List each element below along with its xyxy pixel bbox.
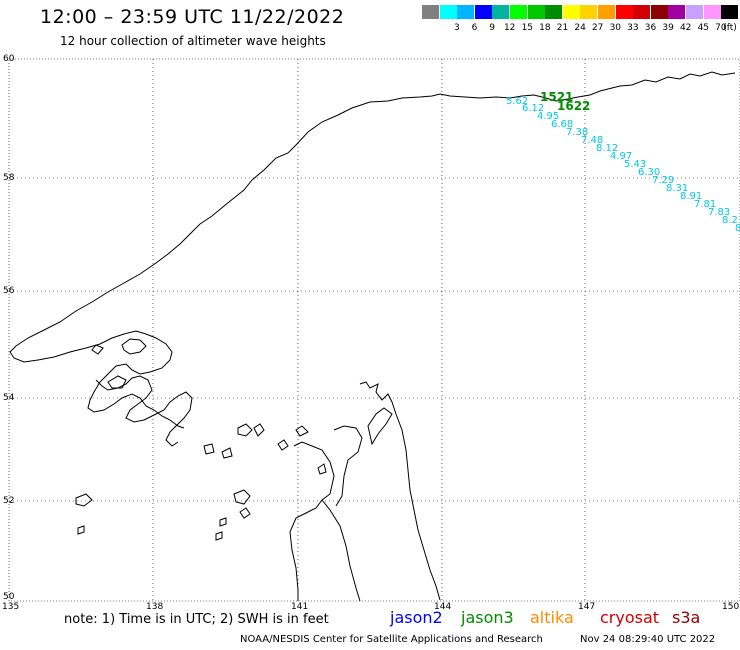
- altimeter-track-labels: 5.62 6.12 4.95 6.68 7.38 7.48 8.12 4.97 …: [506, 96, 740, 234]
- scale-swatch: [633, 5, 651, 19]
- wave-height-label: 8.31: [666, 183, 688, 194]
- scale-swatch: [545, 5, 563, 19]
- satellite-altika-label: altika: [530, 608, 574, 627]
- scale-tick-label: 24: [574, 23, 586, 33]
- scale-tick-label: 70: [715, 23, 727, 33]
- wave-height-label: 8: [735, 223, 740, 234]
- wave-height-label: 8.2: [722, 215, 738, 226]
- wave-height-label: 7.83: [708, 207, 730, 218]
- scale-swatch: [598, 5, 615, 19]
- scale-swatch: [615, 5, 633, 19]
- wave-height-label: 7.38: [566, 127, 588, 138]
- map-subtitle: 12 hour collection of altimeter wave hei…: [60, 34, 326, 48]
- lon-label-147: 147: [578, 602, 596, 612]
- wave-height-color-scale: 3 6 9 12 15 18 21 24 27 30 33 36 39 42 45 70 (ft): [422, 5, 740, 33]
- lat-label-54: 54: [3, 393, 15, 403]
- wave-height-label: 4.97: [610, 151, 632, 162]
- satellite-cryosat-label: cryosat: [600, 608, 660, 627]
- pass-time-label: 1521: [540, 90, 573, 104]
- lon-label-135: 135: [2, 602, 20, 612]
- wave-height-label: 5.43: [624, 159, 646, 170]
- lat-label-60: 60: [3, 54, 15, 64]
- wave-height-label: 8.91: [680, 191, 702, 202]
- scale-tick-label: 30: [609, 23, 622, 33]
- scale-tick-label: 27: [591, 23, 604, 33]
- scale-swatch: [721, 5, 739, 19]
- pass-time-markers: 1521 1622: [540, 90, 590, 113]
- scale-tick-label: 15: [521, 23, 534, 33]
- wave-height-label: 7.81: [694, 199, 716, 210]
- scale-tick-label: 42: [679, 23, 692, 33]
- lat-label-52: 52: [3, 496, 15, 506]
- coastline: [9, 71, 736, 602]
- scale-tick-label: 9: [489, 23, 495, 33]
- credit-text: NOAA/NESDIS Center for Satellite Applica…: [240, 634, 543, 645]
- wave-height-label: 5.62: [506, 96, 528, 107]
- lon-label-138: 138: [146, 602, 164, 612]
- scale-tick-label: 45: [697, 23, 710, 33]
- map-frame: [8, 58, 740, 602]
- generation-timestamp: Nov 24 08:29:40 UTC 2022: [580, 634, 716, 645]
- scale-tick-label: 3: [454, 23, 460, 33]
- lat-label-58: 58: [3, 173, 15, 183]
- scale-swatch: [527, 5, 545, 19]
- scale-swatch: [668, 5, 686, 19]
- wave-height-label: 7.48: [581, 135, 603, 146]
- wave-height-label: 6.12: [522, 103, 544, 114]
- wave-height-label: 8.12: [596, 143, 618, 154]
- scale-swatch: [650, 5, 668, 19]
- wave-height-label: 4.95: [537, 111, 559, 122]
- scale-swatch: [492, 5, 510, 19]
- scale-tick-label: 18: [539, 23, 551, 33]
- scale-swatch: [703, 5, 721, 19]
- lon-label-144: 144: [434, 602, 452, 612]
- scale-swatch: [457, 5, 475, 19]
- lat-label-50: 50: [3, 592, 15, 602]
- scale-tick-label: 6: [471, 23, 478, 33]
- graticule: [9, 59, 740, 601]
- scale-swatch: [510, 5, 527, 19]
- satellite-s3a-label: s3a: [672, 608, 701, 627]
- lon-label-150: 150: [722, 602, 740, 612]
- scale-swatch: [439, 5, 457, 19]
- scale-swatch: [562, 5, 580, 19]
- lon-label-141: 141: [291, 602, 309, 612]
- scale-tick-label: 33: [627, 23, 639, 33]
- scale-tick-label: 39: [662, 23, 674, 33]
- footer-note: note: 1) Time is in UTC; 2) SWH is in fe…: [64, 612, 329, 627]
- wave-height-label: 7.29: [652, 175, 674, 186]
- scale-tick-label: 12: [503, 23, 516, 33]
- satellite-jason2-label: jason2: [390, 608, 443, 627]
- scale-swatch: [474, 5, 492, 19]
- pass-time-label: 1622: [557, 99, 590, 113]
- scale-tick-label: 21: [556, 23, 569, 33]
- scale-unit-label: (ft): [723, 23, 737, 33]
- scale-swatch: [422, 5, 439, 19]
- satellite-jason3-label: jason3: [461, 608, 514, 627]
- wave-height-label: 6.30: [638, 167, 660, 178]
- scale-tick-label: 36: [644, 23, 657, 33]
- lat-label-56: 56: [3, 286, 15, 296]
- map-title: 12:00 – 23:59 UTC 11/22/2022: [40, 6, 345, 28]
- scale-swatch: [686, 5, 703, 19]
- scale-swatch: [580, 5, 598, 19]
- wave-height-label: 6.68: [551, 119, 573, 130]
